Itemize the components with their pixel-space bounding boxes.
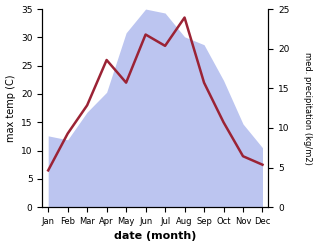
- Y-axis label: max temp (C): max temp (C): [5, 74, 16, 142]
- Y-axis label: med. precipitation (kg/m2): med. precipitation (kg/m2): [303, 52, 313, 165]
- X-axis label: date (month): date (month): [114, 231, 197, 242]
